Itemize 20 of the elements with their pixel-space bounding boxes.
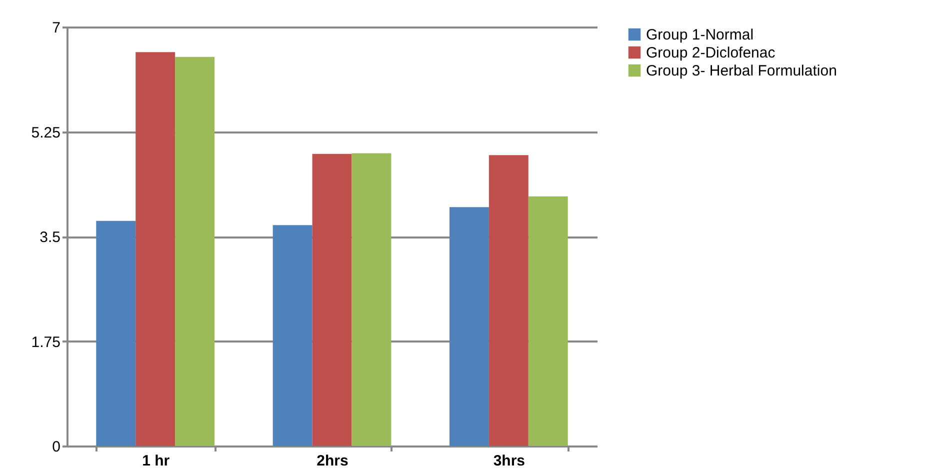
y-tick-label: 0 (52, 438, 60, 456)
bar (528, 196, 568, 446)
bar (96, 220, 136, 446)
bar (312, 154, 352, 446)
y-tick-label: 3.5 (40, 229, 60, 246)
x-tick-label: 3hrs (493, 452, 526, 470)
bar (488, 155, 528, 446)
y-tick-label: 5.25 (31, 124, 60, 142)
bar (272, 225, 312, 446)
legend-label: Group 2-Diclofenac (646, 44, 776, 62)
legend-label: Group 1-Normal (646, 26, 754, 44)
x-tick-label: 1 hr (142, 452, 170, 470)
legend-label: Group 3- Herbal Formulation (646, 62, 837, 80)
x-tick-label: 2hrs (316, 452, 348, 470)
bar (449, 207, 489, 446)
bar (352, 153, 392, 446)
y-tick-label: 7 (52, 20, 60, 36)
bar (136, 52, 176, 446)
y-tick-label: 1.75 (31, 334, 60, 351)
bar (175, 56, 215, 446)
